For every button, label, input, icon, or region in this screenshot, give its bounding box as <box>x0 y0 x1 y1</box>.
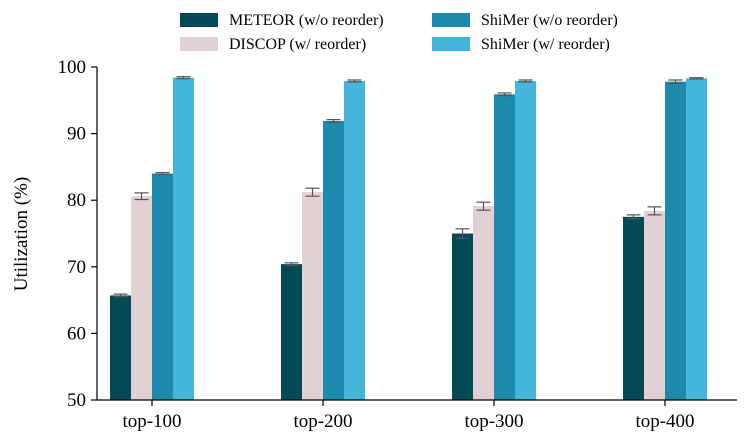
legend-swatch <box>432 37 470 51</box>
error-bar <box>326 119 341 123</box>
y-tick-label: 70 <box>67 257 86 278</box>
bar-discop-w-reorder-top-100 <box>131 196 152 400</box>
y-ticks: 50 60 70 80 90 100 <box>58 57 97 411</box>
bar-discop-w-reorder-top-300 <box>473 206 494 400</box>
bar-discop-w-reorder-top-400 <box>644 210 665 400</box>
error-bar <box>155 171 170 176</box>
x-tick-label-top-200: top-200 <box>293 411 352 432</box>
legend-label: ShiMer (w/o reorder) <box>481 12 618 29</box>
x-tick-label-top-100: top-100 <box>122 411 181 432</box>
error-bar <box>518 79 533 83</box>
error-bar <box>668 79 683 84</box>
bar-meteor-w-o-reorder-top-300 <box>452 233 473 400</box>
bar-shimer-w-o-reorder-top-100 <box>152 173 173 400</box>
error-bar <box>647 206 662 216</box>
error-bar <box>305 187 320 197</box>
legend-swatch <box>180 37 218 51</box>
error-bars <box>113 76 704 298</box>
bar-discop-w-reorder-top-200 <box>302 192 323 400</box>
error-bar <box>113 293 128 298</box>
y-tick-label: 100 <box>58 57 87 78</box>
axes <box>96 67 737 401</box>
y-tick-label: 90 <box>67 124 86 145</box>
error-bar <box>476 201 491 211</box>
legend-swatch <box>180 13 218 27</box>
bars <box>110 77 707 401</box>
bar-meteor-w-o-reorder-top-100 <box>110 295 131 400</box>
bar-meteor-w-o-reorder-top-400 <box>623 216 644 400</box>
legend-item: METEOR (w/o reorder) <box>180 12 384 29</box>
y-axis-label: Utilization (%) <box>11 177 32 292</box>
y-tick-label: 60 <box>67 323 86 344</box>
legend-item: ShiMer (w/ reorder) <box>432 36 610 53</box>
error-bar <box>284 262 299 267</box>
legend: METEOR (w/o reorder) DISCOP (w/ reorder) S… <box>180 12 618 53</box>
y-tick-label: 80 <box>67 190 86 211</box>
legend-label: DISCOP (w/ reorder) <box>229 36 366 53</box>
bar-shimer-w-o-reorder-top-400 <box>665 81 686 400</box>
error-bar <box>176 76 191 80</box>
bar-meteor-w-o-reorder-top-200 <box>281 264 302 400</box>
x-tick-label-top-300: top-300 <box>464 411 523 432</box>
legend-label: METEOR (w/o reorder) <box>229 12 384 29</box>
bar-shimer-w-o-reorder-top-300 <box>494 94 515 400</box>
bar-shimer-w-o-reorder-top-200 <box>323 120 344 401</box>
legend-swatch <box>432 13 470 27</box>
bar-shimer-w-reorder-top-100 <box>173 77 194 400</box>
bar-shimer-w-reorder-top-200 <box>344 80 365 401</box>
bar-shimer-w-reorder-top-400 <box>686 78 707 401</box>
legend-label: ShiMer (w/ reorder) <box>481 36 610 53</box>
x-tick-label-top-400: top-400 <box>635 411 694 432</box>
y-tick-label: 50 <box>67 390 86 411</box>
error-bar <box>689 77 704 80</box>
x-ticks: top-100 top-200 top-300 top-400 <box>122 400 695 432</box>
bar-shimer-w-reorder-top-300 <box>515 80 536 401</box>
legend-item: ShiMer (w/o reorder) <box>432 12 618 29</box>
error-bar <box>134 192 149 201</box>
error-bar <box>455 228 470 239</box>
error-bar <box>347 79 362 83</box>
legend-item: DISCOP (w/ reorder) <box>180 36 366 53</box>
error-bar <box>497 92 512 97</box>
error-bar <box>626 214 641 220</box>
